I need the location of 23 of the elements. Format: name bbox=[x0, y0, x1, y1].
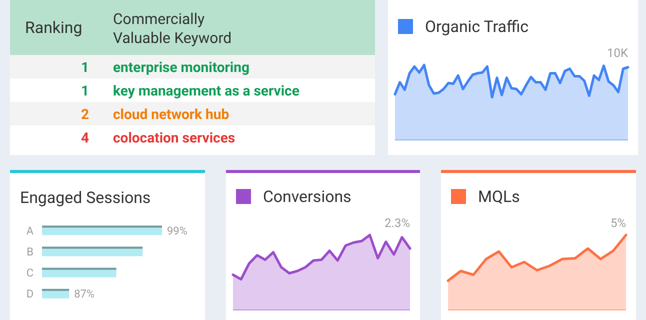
text: colocation services bbox=[113, 130, 236, 146]
chart-title: Engaged Sessions bbox=[20, 188, 151, 207]
text: 2.3% bbox=[384, 216, 410, 230]
text: 2 bbox=[80, 107, 90, 123]
legend-label: Organic Traffic bbox=[425, 17, 529, 36]
text: 10K bbox=[606, 46, 628, 60]
legend-label: MQLs bbox=[478, 187, 520, 206]
text: Commercially Valuable Keyword bbox=[113, 10, 232, 47]
data-label: 87% bbox=[74, 288, 95, 301]
data-label: 99% bbox=[167, 224, 188, 238]
text: 1 bbox=[80, 60, 90, 76]
text: cloud network hub bbox=[113, 107, 230, 123]
y-tick-label: B bbox=[26, 245, 34, 258]
y-tick-label: D bbox=[26, 288, 34, 301]
y-tick-label: A bbox=[26, 224, 34, 238]
y-tick-label: C bbox=[26, 266, 34, 280]
text: 1 bbox=[80, 84, 90, 100]
legend-label: Conversions bbox=[263, 187, 352, 206]
text: 4 bbox=[80, 130, 90, 146]
text: 5% bbox=[610, 216, 626, 230]
text: key management as a service bbox=[113, 84, 300, 100]
text: enterprise monitoring bbox=[113, 60, 250, 76]
text: Ranking bbox=[25, 18, 82, 37]
